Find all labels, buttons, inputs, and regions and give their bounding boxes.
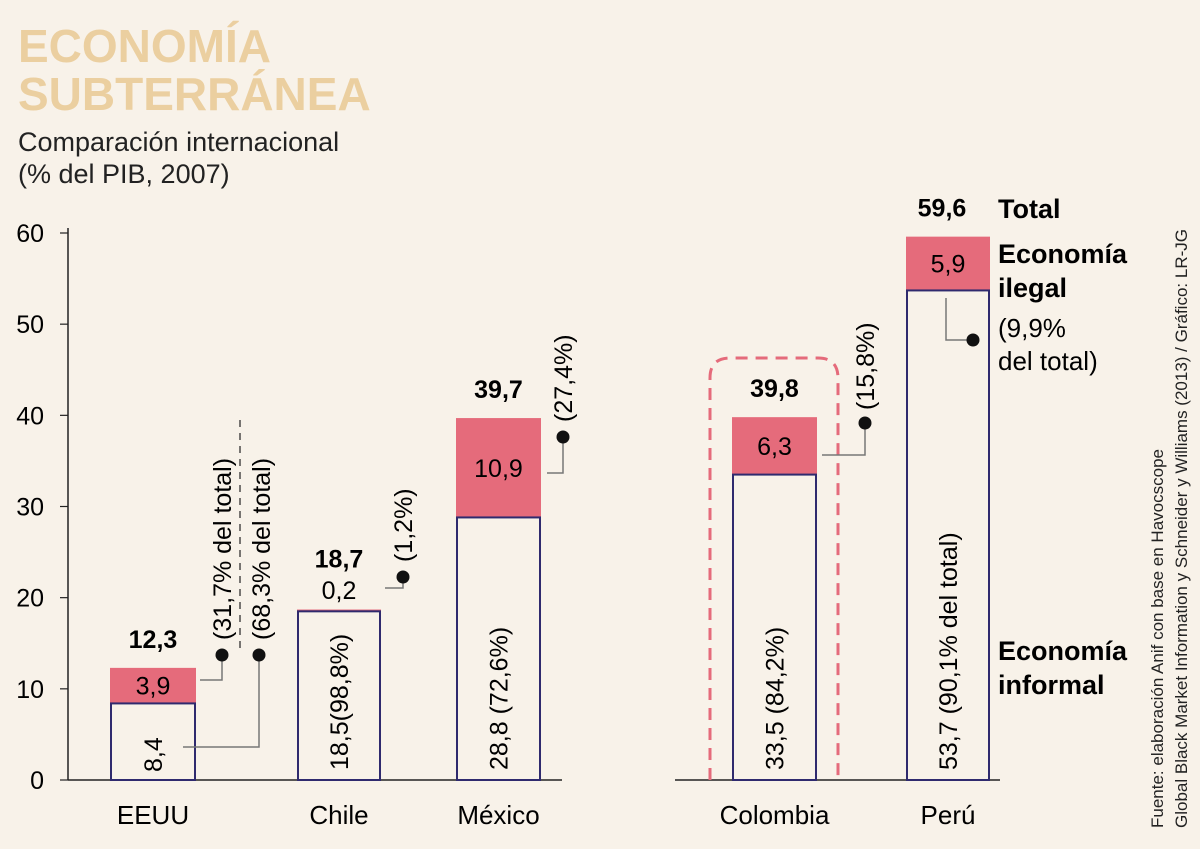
legend-illegal-note-1: (9,9% [998, 313, 1066, 343]
dot-marker [252, 648, 266, 662]
subtitle-line-1: Comparación internacional [18, 127, 340, 157]
informal-label: 28,8 (72,6%) [486, 627, 514, 770]
y-tick-label: 40 [16, 402, 44, 430]
informal-label: 33,5 (84,2%) [762, 627, 790, 770]
leader-line [822, 423, 866, 456]
total-label: 59,6 [918, 195, 967, 223]
bar-illegal-Perú [906, 236, 990, 291]
dot-marker [396, 570, 410, 584]
illegal-label: 10,9 [474, 455, 523, 483]
bar-informal-Perú [906, 289, 990, 781]
dot-marker [858, 416, 872, 430]
source-line-1: Fuente: elaboración Anif con base en Hav… [1148, 449, 1167, 828]
subtitle-line-2: (% del PIB, 2007) [18, 159, 230, 189]
informal-label: 18,5(98,8%) [326, 634, 354, 770]
source-line-2: Global Black Market Information y Schnei… [1172, 229, 1191, 828]
bars: 8,4 3,9 12,3 18,5(98,8%) 0,2 18,7 28,8 (72,6%)… [110, 195, 990, 782]
total-label: 39,7 [474, 376, 523, 404]
bar-informal-Colombia [732, 473, 817, 781]
y-tick-label: 10 [16, 676, 44, 704]
legend: Total Economía ilegal (9,9% del total) E… [998, 194, 1128, 700]
source-note: Fuente: elaboración Anif con base en Hav… [1148, 229, 1191, 828]
leader-line [183, 655, 260, 748]
legend-illegal-2: ilegal [998, 273, 1067, 303]
legend-informal-2: informal [998, 670, 1105, 700]
bar-illegal-México [456, 418, 541, 518]
y-tick-label: 30 [16, 494, 44, 522]
share-label: (68,3% del total) [248, 458, 276, 640]
highlight-box [708, 356, 840, 780]
illegal-label: 5,9 [931, 251, 966, 279]
chart-subtitle: Comparación internacional (% del PIB, 20… [18, 126, 339, 190]
y-tick-label: 20 [16, 585, 44, 613]
leader-line [945, 298, 973, 341]
x-tick-label: EEUU [117, 800, 189, 830]
share-label: (31,7% del total) [209, 458, 237, 640]
dot-marker [966, 333, 980, 347]
illegal-label: 0,2 [322, 577, 357, 605]
legend-total: Total [998, 194, 1061, 224]
informal-label: 53,7 (90,1% del total) [935, 532, 963, 770]
bar-informal-EEUU [110, 702, 196, 781]
bar-illegal-Colombia [732, 417, 817, 475]
legend-illegal-1: Economía [998, 239, 1128, 269]
annotations: (31,7% del total) (68,3% del total) (1,2%)… [183, 298, 980, 748]
illegal-label: 3,9 [136, 673, 171, 701]
share-label: (27,4%) [550, 334, 578, 422]
x-tick-label: Chile [309, 800, 368, 830]
x-tick-label: Colombia [720, 800, 830, 830]
leader-line [547, 437, 564, 474]
title-line-2: SUBTERRÁNEA [18, 68, 371, 120]
legend-informal-1: Economía [998, 636, 1128, 666]
informal-label: 8,4 [140, 737, 168, 772]
dot-marker [215, 648, 229, 662]
bar-informal-Chile [297, 610, 381, 782]
dot-marker [556, 430, 570, 444]
share-label: (15,8%) [852, 322, 880, 410]
x-tick-label: Perú [921, 800, 976, 830]
y-tick-label: 60 [16, 220, 44, 248]
bar-illegal-EEUU [110, 667, 196, 704]
total-label: 12,3 [129, 626, 178, 654]
x-tick-label: México [457, 800, 539, 830]
y-tick-label: 0 [30, 767, 44, 795]
chart-title: ECONOMÍA SUBTERRÁNEA [18, 22, 371, 118]
legend-illegal-note-2: del total) [998, 346, 1098, 376]
leader-line [200, 655, 223, 681]
bar-informal-México [456, 516, 541, 781]
y-tick-label: 50 [16, 311, 44, 339]
title-line-1: ECONOMÍA [18, 20, 271, 72]
share-label: (1,2%) [390, 488, 418, 562]
total-label: 39,8 [750, 375, 799, 403]
total-label: 18,7 [315, 546, 364, 574]
illegal-label: 6,3 [757, 433, 792, 461]
